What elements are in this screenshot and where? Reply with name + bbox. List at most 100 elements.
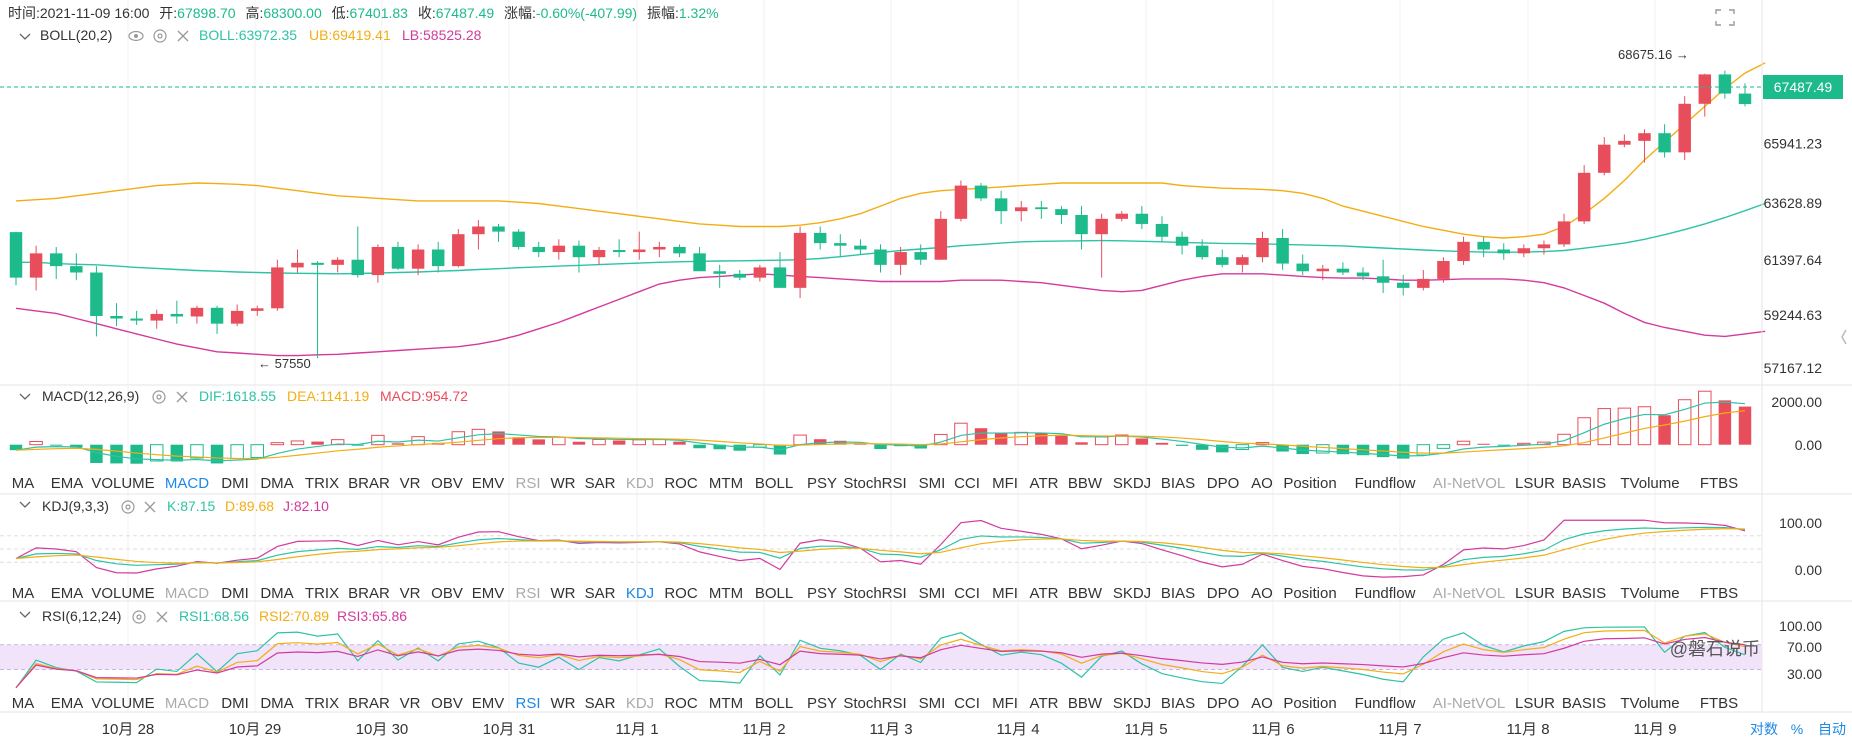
tab-ai-netvol[interactable]: AI-NetVOL	[1433, 695, 1506, 712]
tab-ai-netvol[interactable]: AI-NetVOL	[1433, 585, 1506, 602]
tab-cci[interactable]: CCI	[954, 475, 980, 492]
tab-sar[interactable]: SAR	[585, 475, 616, 492]
tab-ao[interactable]: AO	[1251, 695, 1273, 712]
tab-psy[interactable]: PSY	[807, 475, 837, 492]
tab-kdj[interactable]: KDJ	[626, 585, 654, 602]
tab-vr[interactable]: VR	[400, 585, 421, 602]
tab-dma[interactable]: DMA	[260, 585, 293, 602]
tab-cci[interactable]: CCI	[954, 695, 980, 712]
tab-ema[interactable]: EMA	[51, 695, 84, 712]
gear-icon[interactable]	[121, 500, 135, 514]
tab-emv[interactable]: EMV	[472, 475, 505, 492]
close-icon[interactable]	[156, 611, 168, 623]
tab-fundflow[interactable]: Fundflow	[1355, 475, 1416, 492]
tab-dmi[interactable]: DMI	[221, 585, 249, 602]
tab-boll[interactable]: BOLL	[755, 475, 793, 492]
tab-atr[interactable]: ATR	[1030, 475, 1059, 492]
tab-position[interactable]: Position	[1283, 695, 1336, 712]
tab-brar[interactable]: BRAR	[348, 585, 390, 602]
close-icon[interactable]	[144, 501, 156, 513]
tab-mfi[interactable]: MFI	[992, 585, 1018, 602]
tab-bias[interactable]: BIAS	[1161, 695, 1195, 712]
tab-rsi[interactable]: RSI	[515, 475, 540, 492]
chevron-left-icon[interactable]	[1841, 329, 1847, 345]
tab-skdj[interactable]: SKDJ	[1113, 475, 1151, 492]
tab-lsur[interactable]: LSUR	[1515, 585, 1555, 602]
tab-macd[interactable]: MACD	[165, 695, 209, 712]
tab-roc[interactable]: ROC	[664, 585, 698, 602]
tab-position[interactable]: Position	[1283, 475, 1336, 492]
tab-brar[interactable]: BRAR	[348, 695, 390, 712]
tab-smi[interactable]: SMI	[919, 475, 946, 492]
tab-ma[interactable]: MA	[12, 475, 35, 492]
tab-boll[interactable]: BOLL	[755, 585, 793, 602]
tab-stochrsi[interactable]: StochRSI	[843, 585, 906, 602]
tab-ma[interactable]: MA	[12, 585, 35, 602]
log-scale-toggle[interactable]: 对数	[1750, 721, 1778, 737]
tab-sar[interactable]: SAR	[585, 695, 616, 712]
tab-kdj[interactable]: KDJ	[626, 695, 654, 712]
eye-icon[interactable]	[128, 30, 144, 42]
tab-ftbs[interactable]: FTBS	[1700, 695, 1738, 712]
tab-roc[interactable]: ROC	[664, 475, 698, 492]
tab-emv[interactable]: EMV	[472, 585, 505, 602]
tab-skdj[interactable]: SKDJ	[1113, 695, 1151, 712]
tab-ai-netvol[interactable]: AI-NetVOL	[1433, 475, 1506, 492]
percent-toggle[interactable]: %	[1791, 721, 1803, 737]
tab-dma[interactable]: DMA	[260, 475, 293, 492]
tab-ao[interactable]: AO	[1251, 585, 1273, 602]
tab-trix[interactable]: TRIX	[305, 585, 339, 602]
tab-lsur[interactable]: LSUR	[1515, 475, 1555, 492]
tab-ftbs[interactable]: FTBS	[1700, 475, 1738, 492]
tab-macd[interactable]: MACD	[165, 475, 209, 492]
tab-psy[interactable]: PSY	[807, 695, 837, 712]
chevron-down-icon[interactable]	[19, 33, 31, 40]
tab-volume[interactable]: VOLUME	[91, 585, 154, 602]
auto-scale-toggle[interactable]: 自动	[1818, 721, 1846, 737]
tab-atr[interactable]: ATR	[1030, 585, 1059, 602]
tab-brar[interactable]: BRAR	[348, 475, 390, 492]
tab-bbw[interactable]: BBW	[1068, 585, 1103, 602]
tab-skdj[interactable]: SKDJ	[1113, 585, 1151, 602]
chevron-down-icon[interactable]	[19, 501, 31, 508]
gear-icon[interactable]	[152, 390, 166, 404]
tab-position[interactable]: Position	[1283, 585, 1336, 602]
tab-mtm[interactable]: MTM	[709, 695, 743, 712]
tab-lsur[interactable]: LSUR	[1515, 695, 1555, 712]
tab-vr[interactable]: VR	[400, 695, 421, 712]
tab-bias[interactable]: BIAS	[1161, 475, 1195, 492]
tab-tvolume[interactable]: TVolume	[1620, 695, 1679, 712]
tab-mfi[interactable]: MFI	[992, 695, 1018, 712]
tab-trix[interactable]: TRIX	[305, 475, 339, 492]
tab-ao[interactable]: AO	[1251, 475, 1273, 492]
close-icon[interactable]	[176, 391, 188, 403]
tab-trix[interactable]: TRIX	[305, 695, 339, 712]
tab-emv[interactable]: EMV	[472, 695, 505, 712]
tab-basis[interactable]: BASIS	[1562, 585, 1606, 602]
tab-bbw[interactable]: BBW	[1068, 475, 1103, 492]
tab-mtm[interactable]: MTM	[709, 475, 743, 492]
tab-wr[interactable]: WR	[551, 585, 576, 602]
tab-macd[interactable]: MACD	[165, 585, 209, 602]
tab-dmi[interactable]: DMI	[221, 695, 249, 712]
tab-dma[interactable]: DMA	[260, 695, 293, 712]
tab-volume[interactable]: VOLUME	[91, 475, 154, 492]
tab-obv[interactable]: OBV	[431, 585, 463, 602]
tab-dpo[interactable]: DPO	[1207, 695, 1240, 712]
tab-bias[interactable]: BIAS	[1161, 585, 1195, 602]
tab-volume[interactable]: VOLUME	[91, 695, 154, 712]
tab-obv[interactable]: OBV	[431, 695, 463, 712]
tab-vr[interactable]: VR	[400, 475, 421, 492]
tab-sar[interactable]: SAR	[585, 585, 616, 602]
tab-stochrsi[interactable]: StochRSI	[843, 695, 906, 712]
tab-tvolume[interactable]: TVolume	[1620, 585, 1679, 602]
tab-stochrsi[interactable]: StochRSI	[843, 475, 906, 492]
gear-icon[interactable]	[132, 610, 146, 624]
tab-atr[interactable]: ATR	[1030, 695, 1059, 712]
tab-basis[interactable]: BASIS	[1562, 475, 1606, 492]
tab-cci[interactable]: CCI	[954, 585, 980, 602]
tab-psy[interactable]: PSY	[807, 585, 837, 602]
tab-obv[interactable]: OBV	[431, 475, 463, 492]
tab-mfi[interactable]: MFI	[992, 475, 1018, 492]
tab-rsi[interactable]: RSI	[515, 585, 540, 602]
